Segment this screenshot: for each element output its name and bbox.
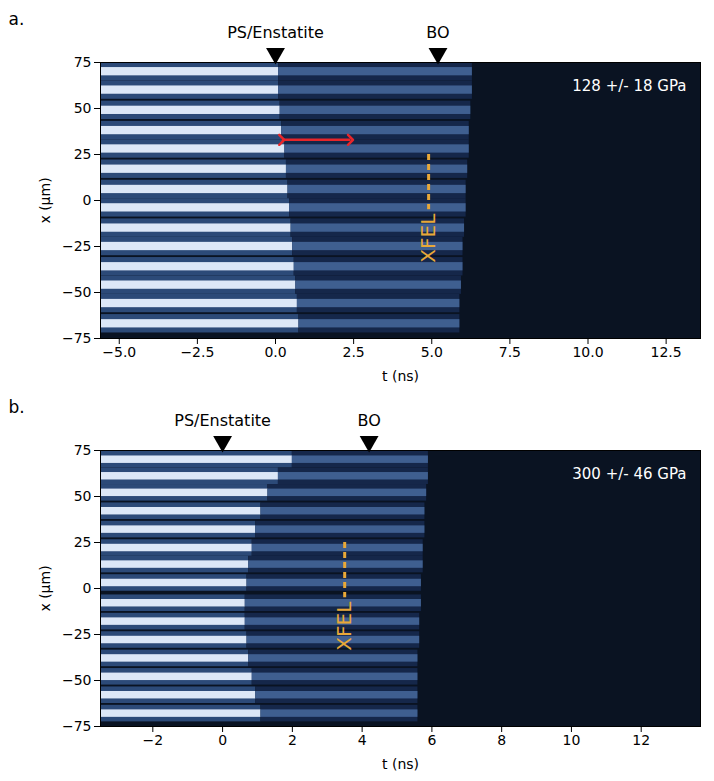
svg-text:12.5: 12.5	[651, 344, 682, 360]
svg-text:−5.0: −5.0	[102, 344, 136, 360]
svg-text:25: 25	[74, 146, 92, 162]
svg-text:6: 6	[427, 732, 436, 748]
svg-text:50: 50	[74, 488, 92, 504]
svg-text:7.5: 7.5	[499, 344, 521, 360]
svg-text:128 +/- 18 GPa: 128 +/- 18 GPa	[572, 77, 686, 95]
svg-text:b.: b.	[9, 397, 25, 417]
svg-text:10.0: 10.0	[572, 344, 603, 360]
svg-text:XFEL: XFEL	[332, 601, 356, 651]
svg-text:0: 0	[83, 192, 92, 208]
svg-text:0: 0	[83, 580, 92, 596]
svg-text:75: 75	[74, 442, 92, 458]
svg-text:−50: −50	[62, 284, 92, 300]
svg-text:XFEL: XFEL	[416, 213, 440, 263]
svg-text:0.0: 0.0	[264, 344, 286, 360]
svg-text:BO: BO	[357, 411, 380, 430]
svg-text:75: 75	[74, 54, 92, 70]
svg-text:0: 0	[218, 732, 227, 748]
svg-text:2.5: 2.5	[342, 344, 364, 360]
svg-text:300 +/- 46 GPa: 300 +/- 46 GPa	[572, 465, 686, 483]
svg-text:−25: −25	[62, 238, 92, 254]
svg-text:−2: −2	[143, 732, 164, 748]
svg-text:−2.5: −2.5	[180, 344, 214, 360]
svg-text:2: 2	[288, 732, 297, 748]
svg-text:12: 12	[632, 732, 650, 748]
svg-text:t (ns): t (ns)	[382, 368, 419, 384]
svg-text:a.: a.	[9, 9, 25, 29]
svg-text:PS/Enstatite: PS/Enstatite	[227, 23, 324, 42]
svg-text:PS/Enstatite: PS/Enstatite	[174, 411, 271, 430]
svg-text:BO: BO	[426, 23, 449, 42]
svg-text:t (ns): t (ns)	[382, 756, 419, 772]
svg-text:−75: −75	[62, 718, 92, 734]
svg-text:50: 50	[74, 100, 92, 116]
svg-text:x (µm): x (µm)	[37, 565, 53, 611]
svg-text:5.0: 5.0	[421, 344, 443, 360]
svg-text:−25: −25	[62, 626, 92, 642]
svg-text:25: 25	[74, 534, 92, 550]
svg-text:10: 10	[563, 732, 581, 748]
svg-text:x (µm): x (µm)	[37, 177, 53, 223]
svg-text:8: 8	[497, 732, 506, 748]
svg-text:−50: −50	[62, 672, 92, 688]
svg-text:4: 4	[358, 732, 367, 748]
svg-text:−75: −75	[62, 330, 92, 346]
